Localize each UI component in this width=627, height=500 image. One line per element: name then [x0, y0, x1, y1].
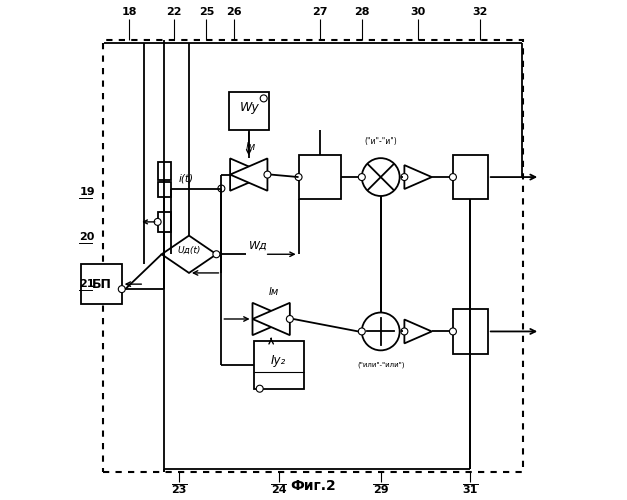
- Circle shape: [218, 185, 225, 192]
- Circle shape: [287, 316, 293, 322]
- Circle shape: [362, 312, 399, 350]
- Text: Iу₂: Iу₂: [271, 354, 287, 366]
- Circle shape: [401, 328, 408, 335]
- Circle shape: [260, 95, 267, 102]
- Text: Iм: Iм: [246, 142, 256, 152]
- Polygon shape: [404, 165, 432, 189]
- Bar: [157, 212, 171, 232]
- Circle shape: [213, 251, 220, 258]
- Text: 18: 18: [122, 6, 137, 16]
- Text: 31: 31: [463, 485, 478, 495]
- Text: 30: 30: [411, 6, 426, 16]
- Circle shape: [450, 328, 456, 335]
- Text: 32: 32: [473, 6, 488, 16]
- Polygon shape: [253, 303, 290, 335]
- Circle shape: [256, 385, 263, 392]
- Text: 20: 20: [80, 232, 95, 242]
- Bar: [157, 182, 171, 197]
- Text: БП: БП: [92, 278, 112, 290]
- Polygon shape: [162, 236, 216, 273]
- Text: Iм: Iм: [268, 287, 279, 297]
- Text: 23: 23: [171, 485, 187, 495]
- Text: 27: 27: [312, 6, 328, 16]
- Polygon shape: [230, 158, 268, 191]
- Bar: [229, 92, 269, 130]
- Circle shape: [264, 171, 271, 178]
- Text: 25: 25: [199, 6, 214, 16]
- Bar: [453, 309, 488, 354]
- Text: Wу: Wу: [240, 100, 260, 114]
- Polygon shape: [230, 158, 268, 191]
- Text: ("и"-"и"): ("и"-"и"): [364, 136, 397, 145]
- Circle shape: [362, 158, 399, 196]
- Circle shape: [401, 174, 408, 180]
- Circle shape: [295, 174, 302, 180]
- Text: ("или"-"или"): ("или"-"или"): [357, 362, 404, 368]
- Text: 24: 24: [271, 485, 287, 495]
- Text: Wд: Wд: [249, 240, 268, 250]
- Text: 29: 29: [373, 485, 389, 495]
- Text: Фиг.2: Фиг.2: [291, 480, 336, 494]
- Bar: [298, 154, 341, 200]
- Text: Uд(t): Uд(t): [177, 246, 201, 255]
- Bar: [254, 342, 303, 388]
- Bar: [453, 154, 488, 200]
- Text: 28: 28: [354, 6, 369, 16]
- Text: 21: 21: [80, 279, 95, 289]
- Circle shape: [358, 328, 366, 335]
- Circle shape: [358, 174, 366, 180]
- Polygon shape: [404, 320, 432, 344]
- Text: 19: 19: [80, 187, 95, 197]
- Text: 26: 26: [226, 6, 241, 16]
- Bar: [81, 264, 122, 304]
- Bar: [103, 40, 523, 472]
- Circle shape: [119, 286, 125, 292]
- Circle shape: [154, 218, 161, 226]
- Polygon shape: [253, 303, 290, 335]
- Text: i(t): i(t): [179, 174, 194, 184]
- Circle shape: [450, 174, 456, 180]
- Text: 22: 22: [166, 6, 182, 16]
- Bar: [157, 162, 171, 180]
